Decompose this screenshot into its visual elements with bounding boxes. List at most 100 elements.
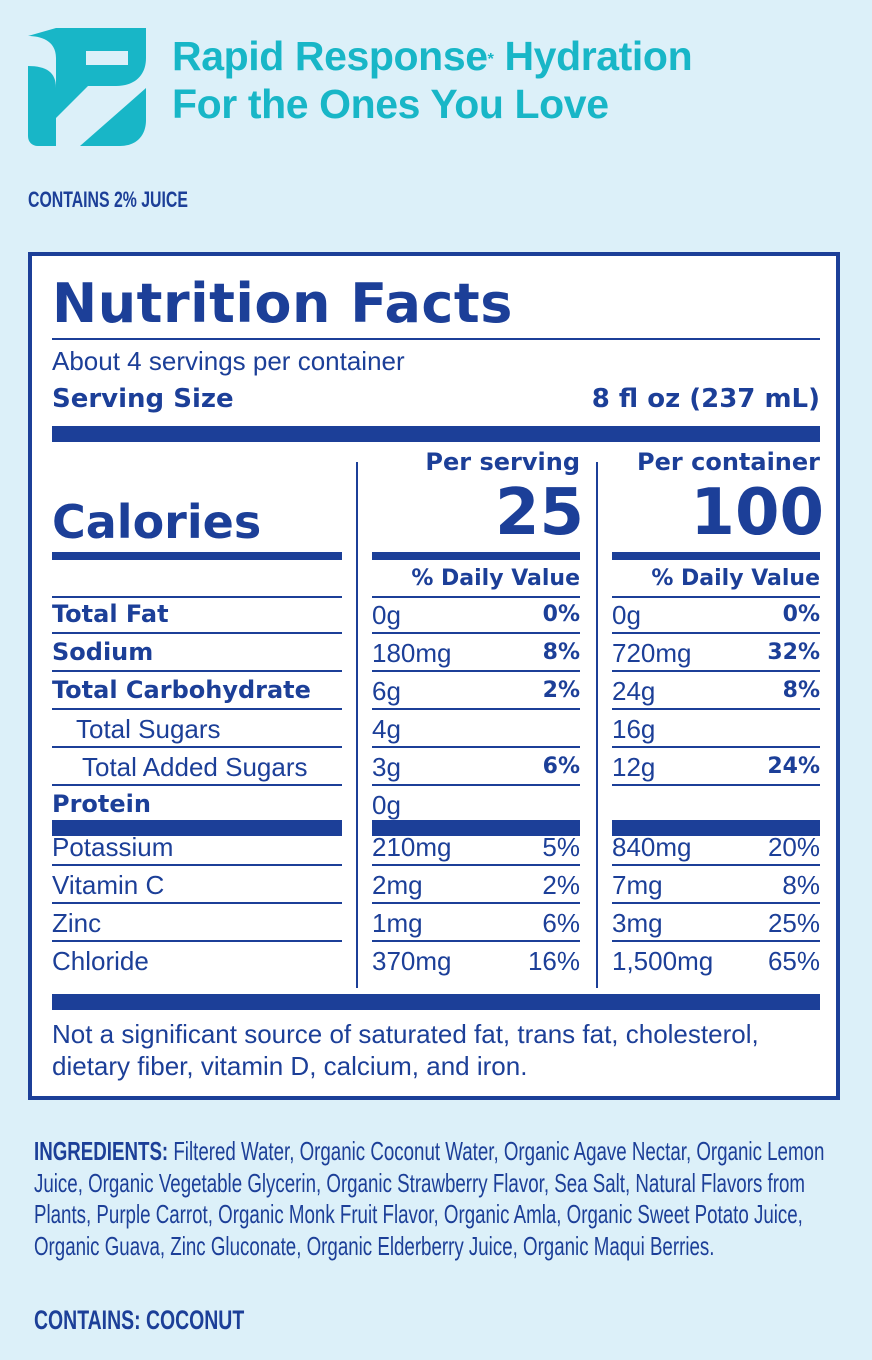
nutrient-name: Total Fat: [52, 600, 169, 628]
row-rule: [612, 784, 820, 786]
column-separator: [596, 462, 598, 988]
row-rule: [372, 632, 580, 634]
serving-daily-value: 2%: [542, 678, 580, 703]
container-amount: 16g: [612, 714, 656, 744]
section-bar: [52, 820, 342, 836]
ingredients-statement: INGREDIENTS: Filtered Water, Organic Coc…: [34, 1136, 840, 1262]
nutrient-name: Sodium: [52, 638, 154, 666]
serving-size-label: Serving Size: [52, 384, 234, 414]
container-daily-value: 20%: [767, 832, 820, 862]
row-rule: [612, 632, 820, 634]
row-rule: [612, 670, 820, 672]
container-daily-value: 0%: [782, 602, 820, 627]
row-rule: [372, 596, 580, 598]
row-rule: [52, 864, 342, 866]
serving-amount: 210mg: [372, 832, 452, 862]
daily-value-header-serving: % Daily Value: [411, 566, 580, 591]
row-rule: [52, 708, 342, 710]
container-amount: 720mg: [612, 638, 692, 668]
serving-amount: 3g: [372, 752, 401, 782]
row-rule: [52, 746, 342, 748]
section-bar: [372, 820, 580, 836]
container-amount: 24g: [612, 676, 656, 706]
section-bar: [612, 820, 820, 836]
calories-label: Calories: [52, 495, 262, 549]
serving-daily-value: 6%: [542, 754, 580, 779]
row-rule: [372, 746, 580, 748]
column-separator: [356, 462, 358, 988]
row-rule: [52, 596, 342, 598]
row-rule: [372, 670, 580, 672]
container-daily-value: 24%: [767, 754, 820, 779]
nutrient-name: Total Sugars: [76, 714, 221, 744]
per-container-header: Per container: [637, 448, 820, 476]
calories-per-serving: 25: [494, 476, 584, 550]
serving-amount: 180mg: [372, 638, 452, 668]
tagline-asterisk: *: [487, 51, 494, 68]
serving-amount: 4g: [372, 714, 401, 744]
calories-rule: [52, 552, 342, 560]
row-rule: [52, 632, 342, 634]
nutrient-name: Zinc: [52, 908, 102, 938]
nutrient-name: Potassium: [52, 832, 174, 862]
ingredients-label: INGREDIENTS:: [34, 1136, 169, 1166]
serving-amount: 2mg: [372, 870, 423, 900]
nutrition-facts-panel: Nutrition Facts About 4 servings per con…: [28, 252, 840, 1100]
brand-tagline: Rapid Response* Hydration For the Ones Y…: [172, 32, 693, 128]
serving-daily-value: 5%: [542, 832, 580, 862]
container-amount: 840mg: [612, 832, 692, 862]
container-daily-value: 32%: [767, 640, 820, 665]
container-daily-value: 25%: [767, 908, 820, 938]
per-serving-header: Per serving: [425, 448, 580, 476]
serving-amount: 1mg: [372, 908, 423, 938]
nutrition-facts-title: Nutrition Facts: [52, 272, 513, 335]
nutrient-name: Chloride: [52, 946, 149, 976]
container-daily-value: 8%: [782, 870, 820, 900]
row-rule: [372, 864, 580, 866]
leaf-logo-icon: [28, 28, 146, 146]
serving-daily-value: 8%: [542, 640, 580, 665]
calories-rule: [372, 552, 580, 560]
serving-amount: 0g: [372, 600, 401, 630]
serving-daily-value: 0%: [542, 602, 580, 627]
calories-rule: [612, 552, 820, 560]
allergen-statement: CONTAINS: COCONUT: [34, 1305, 245, 1335]
serving-daily-value: 16%: [527, 946, 580, 976]
row-rule: [372, 708, 580, 710]
serving-amount: 370mg: [372, 946, 452, 976]
row-rule: [372, 940, 580, 942]
row-rule: [612, 596, 820, 598]
row-rule: [612, 940, 820, 942]
container-amount: 0g: [612, 600, 641, 630]
nutrition-footnote: Not a significant source of saturated fa…: [52, 1019, 759, 1081]
container-daily-value: 65%: [767, 946, 820, 976]
daily-value-header-container: % Daily Value: [651, 566, 820, 591]
servings-per-container: About 4 servings per container: [52, 346, 405, 376]
row-rule: [612, 864, 820, 866]
calories-per-container: 100: [690, 476, 824, 550]
row-rule: [52, 670, 342, 672]
container-amount: 7mg: [612, 870, 663, 900]
ingredients-text: Filtered Water, Organic Coconut Water, O…: [34, 1136, 825, 1261]
row-rule: [52, 940, 342, 942]
serving-amount: 0g: [372, 790, 401, 820]
row-rule: [612, 708, 820, 710]
container-amount: 1,500mg: [612, 946, 714, 976]
serving-daily-value: 6%: [542, 908, 580, 938]
container-amount: 3mg: [612, 908, 663, 938]
thick-divider-bottom: [52, 994, 820, 1010]
container-amount: 12g: [612, 752, 656, 782]
row-rule: [372, 902, 580, 904]
row-rule: [372, 784, 580, 786]
divider: [52, 338, 820, 340]
nutrient-name: Total Added Sugars: [82, 752, 308, 782]
row-rule: [612, 902, 820, 904]
tagline-line2: For the Ones You Love: [172, 81, 609, 127]
serving-amount: 6g: [372, 676, 401, 706]
thick-divider: [52, 426, 820, 442]
nutrient-name: Total Carbohydrate: [52, 676, 311, 704]
juice-content-note: CONTAINS 2% JUICE: [28, 187, 188, 212]
nutrient-name: Protein: [52, 790, 151, 818]
serving-daily-value: 2%: [542, 870, 580, 900]
row-rule: [52, 902, 342, 904]
